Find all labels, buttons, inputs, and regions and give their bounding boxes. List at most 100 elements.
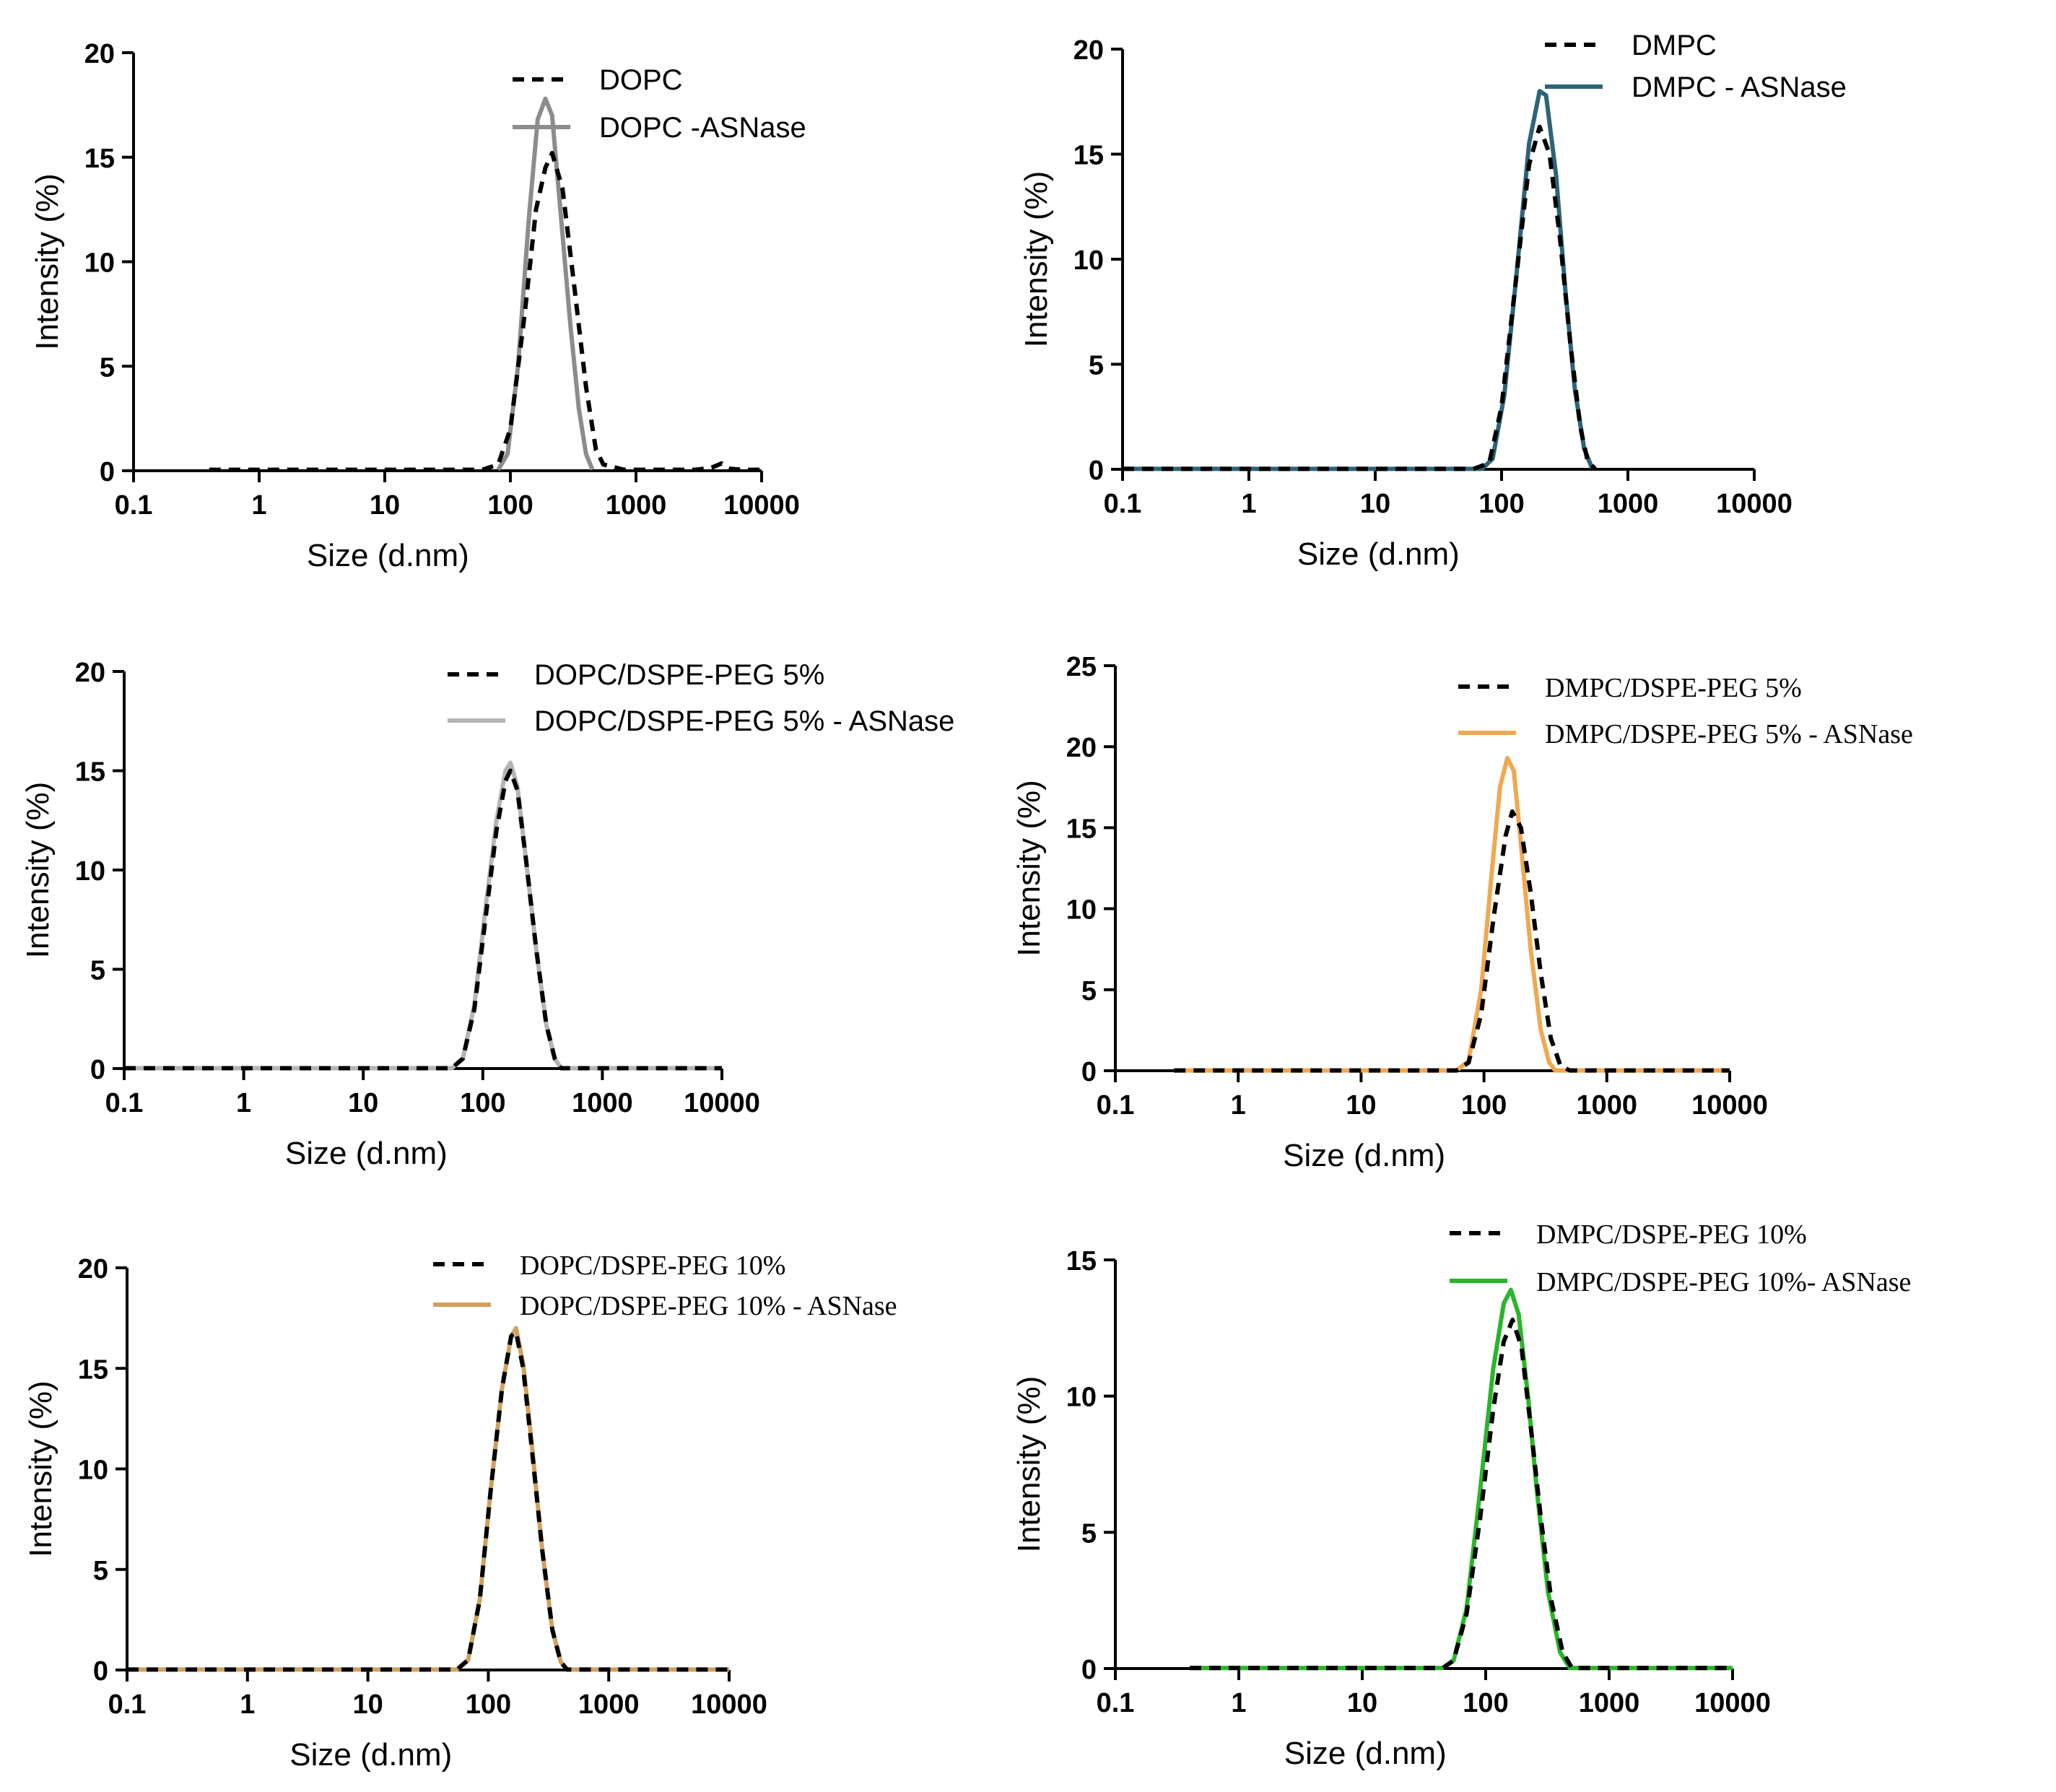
- chart-panel-4: 0.1 1 10 100 1000 10000 0 5 10 15 20 25 Size (d.nm) I…: [1011, 652, 1913, 1173]
- x-axis-title: Size (d.nm): [1283, 1138, 1445, 1173]
- chart-panel-2: 0.1 1 10 100 1000 10000 0 5 10 15 20 Size (d.nm) Int…: [1019, 30, 1847, 572]
- chart-panel-5: 0.1 1 10 100 1000 10000 0 5 10 15 20 Size (d.nm) Int…: [23, 1251, 897, 1773]
- x-tick-label: 100: [1461, 1090, 1507, 1121]
- series-line-2: [1190, 1287, 1733, 1671]
- series-line-1: [209, 151, 762, 472]
- x-tick-label: 100: [487, 490, 533, 521]
- chart-panel-6: 0.1 1 10 100 1000 10000 0 5 10 15 Size (d.nm) Inten…: [1011, 1219, 1911, 1771]
- y-tick-label: 15: [1073, 141, 1104, 171]
- y-tick-label: 25: [1066, 652, 1097, 682]
- y-axis-title: Intensity (%): [23, 1380, 58, 1557]
- x-tick-label: 1: [1231, 1090, 1246, 1121]
- x-tick-label: 10000: [723, 490, 800, 521]
- x-tick-label: 0.1: [115, 490, 153, 521]
- y-tick-label: 5: [1081, 1518, 1097, 1549]
- series-line-2: [1174, 755, 1730, 1073]
- legend-label: DOPC: [599, 64, 683, 96]
- x-tick-label: 0.1: [1097, 1688, 1135, 1718]
- x-tick-label: 100: [460, 1088, 505, 1118]
- x-tick-label: 10: [1360, 489, 1390, 519]
- x-tick-label: 100: [1478, 489, 1524, 519]
- y-tick-label: 15: [1066, 1246, 1097, 1276]
- axis-lines: [126, 1268, 729, 1671]
- x-tick-label: 1: [251, 490, 266, 521]
- series-line-2: [127, 1326, 729, 1672]
- series-line-1: [1174, 809, 1730, 1073]
- x-tick-label: 10: [1347, 1688, 1377, 1718]
- x-tick-label: 0.1: [108, 1689, 147, 1720]
- x-axis-title: Size (d.nm): [307, 538, 469, 573]
- x-tick-label: 10: [348, 1088, 378, 1118]
- x-tick-label: 10000: [1716, 489, 1793, 519]
- y-tick-label: 10: [78, 1456, 108, 1486]
- legend-label: DMPC/DSPE-PEG 10%- ASNase: [1536, 1267, 1911, 1297]
- x-tick-label: 100: [466, 1689, 511, 1720]
- x-axis-title: Size (d.nm): [289, 1737, 452, 1773]
- chart-panel-1: 0.1 1 10 100 1000 10000 0 5 10 15 20 Size (d.nm) Int…: [30, 39, 806, 573]
- legend-label: DMPC - ASNase: [1632, 71, 1847, 103]
- x-tick-label: 10: [370, 490, 400, 521]
- y-tick-label: 20: [84, 39, 115, 69]
- x-tick-label: 10000: [1691, 1090, 1768, 1121]
- y-tick-label: 5: [1089, 351, 1104, 381]
- series-line-1: [1190, 1318, 1733, 1671]
- y-tick-label: 20: [1073, 35, 1104, 66]
- x-tick-label: 1: [1241, 489, 1256, 519]
- x-tick-label: 10000: [684, 1088, 760, 1118]
- x-axis-title: Size (d.nm): [285, 1136, 448, 1171]
- y-tick-label: 10: [75, 856, 105, 887]
- y-axis-title: Intensity (%): [1019, 171, 1054, 348]
- y-tick-label: 5: [1081, 976, 1097, 1006]
- y-axis-title: Intensity (%): [1011, 1376, 1047, 1553]
- axis-lines: [1114, 1260, 1733, 1670]
- y-tick-label: 5: [93, 1556, 108, 1586]
- series-line-1: [124, 768, 722, 1071]
- legend-label: DOPC/DSPE-PEG 5% - ASNase: [534, 705, 954, 737]
- x-tick-label: 10000: [1694, 1688, 1771, 1718]
- legend-label: DOPC -ASNase: [599, 112, 806, 144]
- legend-label: DOPC/DSPE-PEG 10%: [520, 1251, 785, 1281]
- series-line-2: [1123, 89, 1595, 471]
- axis-lines: [1121, 49, 1754, 471]
- y-tick-label: 20: [75, 658, 105, 688]
- y-tick-label: 0: [1081, 1655, 1097, 1685]
- y-tick-label: 10: [84, 248, 115, 279]
- legend-label: DOPC/DSPE-PEG 10% - ASNase: [520, 1291, 897, 1321]
- y-tick-label: 15: [1066, 814, 1097, 844]
- y-tick-label: 0: [100, 457, 115, 487]
- x-tick-label: 0.1: [1104, 489, 1142, 519]
- legend-label: DMPC/DSPE-PEG 5%: [1545, 673, 1802, 703]
- x-tick-label: 1000: [606, 490, 667, 521]
- y-tick-label: 5: [100, 352, 115, 383]
- y-tick-label: 0: [90, 1055, 105, 1085]
- y-axis-title: Intensity (%): [20, 782, 56, 959]
- y-tick-label: 20: [78, 1254, 108, 1284]
- x-tick-label: 0.1: [1097, 1090, 1135, 1121]
- y-tick-label: 5: [90, 956, 105, 986]
- y-axis-title: Intensity (%): [1011, 780, 1047, 957]
- y-tick-label: 0: [1081, 1057, 1097, 1087]
- legend-label: DMPC/DSPE-PEG 5% - ASNase: [1545, 719, 1913, 749]
- y-tick-label: 10: [1073, 245, 1104, 276]
- x-tick-label: 1000: [1579, 1688, 1640, 1718]
- x-tick-label: 1000: [1577, 1090, 1638, 1121]
- y-tick-label: 0: [93, 1656, 108, 1687]
- x-axis-title: Size (d.nm): [1297, 536, 1460, 572]
- y-tick-label: 0: [1089, 456, 1104, 486]
- x-tick-label: 10000: [691, 1689, 767, 1720]
- x-tick-label: 1000: [572, 1088, 633, 1118]
- legend-label: DMPC: [1632, 30, 1717, 61]
- x-axis-title: Size (d.nm): [1284, 1736, 1447, 1771]
- chart-panel-3: 0.1 1 10 100 1000 10000 0 5 10 15 20 Size (d.nm) Int…: [20, 658, 954, 1171]
- x-tick-label: 1: [240, 1689, 255, 1720]
- y-tick-label: 15: [75, 757, 105, 788]
- y-tick-label: 10: [1066, 1383, 1097, 1413]
- y-tick-label: 15: [84, 144, 115, 174]
- x-tick-label: 1: [1231, 1688, 1246, 1718]
- y-tick-label: 20: [1066, 733, 1097, 763]
- y-tick-label: 15: [78, 1354, 108, 1385]
- x-tick-label: 100: [1463, 1688, 1508, 1718]
- legend-label: DOPC/DSPE-PEG 5%: [534, 659, 824, 691]
- x-tick-label: 0.1: [105, 1088, 144, 1118]
